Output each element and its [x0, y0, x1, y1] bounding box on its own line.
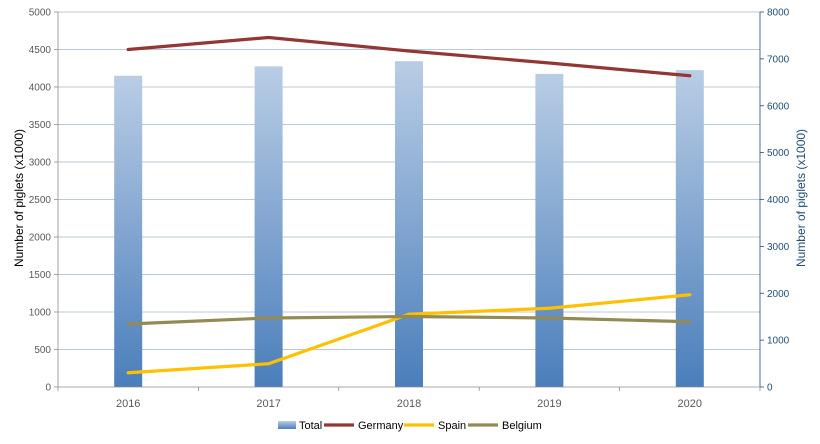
right-axis-ticks: 0 1000 2000 3000 4000 5000 6000 7000 8000 — [760, 8, 790, 394]
left-axis-ticks: 0 500 1000 1500 2000 2500 3000 3500 4000 4500 5000 — [29, 8, 58, 394]
total-bar — [114, 75, 143, 387]
series-line-germany — [126, 35, 692, 78]
left-tick-label: 2500 — [29, 195, 52, 206]
right-tick-label: 1000 — [767, 336, 790, 347]
left-tick-label: 3500 — [29, 120, 52, 131]
series-line-belgium — [126, 314, 692, 326]
right-tick-label: 2000 — [767, 289, 790, 300]
left-tick-label: 4000 — [29, 83, 52, 94]
right-tick-label: 0 — [767, 383, 773, 394]
series-line-spain — [126, 293, 692, 375]
total-bar — [254, 66, 283, 387]
total-bar — [535, 73, 564, 387]
y-axis-title-right: Number of piglets (x1000) — [794, 129, 808, 267]
right-tick-label: 5000 — [767, 148, 790, 159]
legend-label-germany: Germany — [358, 420, 404, 432]
left-tick-label: 1500 — [29, 270, 52, 281]
total-bar — [395, 61, 423, 387]
left-tick-label: 500 — [34, 345, 51, 356]
total-bar — [675, 70, 704, 387]
x-tick-label: 2016 — [116, 398, 140, 410]
x-axis-ticks: 2016 2017 2018 2019 2020 — [57, 387, 761, 410]
x-tick-label: 2020 — [678, 398, 702, 410]
series-lines — [126, 35, 692, 375]
y-axis-title-left: Number of piglets (x1000) — [12, 129, 26, 267]
x-tick-label: 2018 — [397, 398, 421, 410]
left-tick-label: 0 — [45, 383, 51, 394]
left-tick-label: 4500 — [29, 45, 52, 56]
left-tick-label: 2000 — [29, 233, 52, 244]
right-tick-label: 8000 — [767, 8, 790, 19]
x-tick-label: 2019 — [537, 398, 561, 410]
right-tick-label: 3000 — [767, 242, 790, 253]
legend: Total Germany Spain Belgium — [278, 420, 542, 432]
right-tick-label: 6000 — [767, 101, 790, 112]
legend-label-total: Total — [299, 420, 322, 432]
legend-label-spain: Spain — [438, 420, 466, 432]
right-tick-label: 4000 — [767, 195, 790, 206]
left-tick-label: 1000 — [29, 308, 52, 319]
right-tick-label: 7000 — [767, 54, 790, 65]
legend-swatch-total — [278, 421, 296, 429]
left-tick-label: 5000 — [29, 8, 52, 19]
x-tick-label: 2017 — [256, 398, 280, 410]
total-bars — [114, 61, 704, 387]
legend-label-belgium: Belgium — [502, 420, 542, 432]
left-tick-label: 3000 — [29, 158, 52, 169]
